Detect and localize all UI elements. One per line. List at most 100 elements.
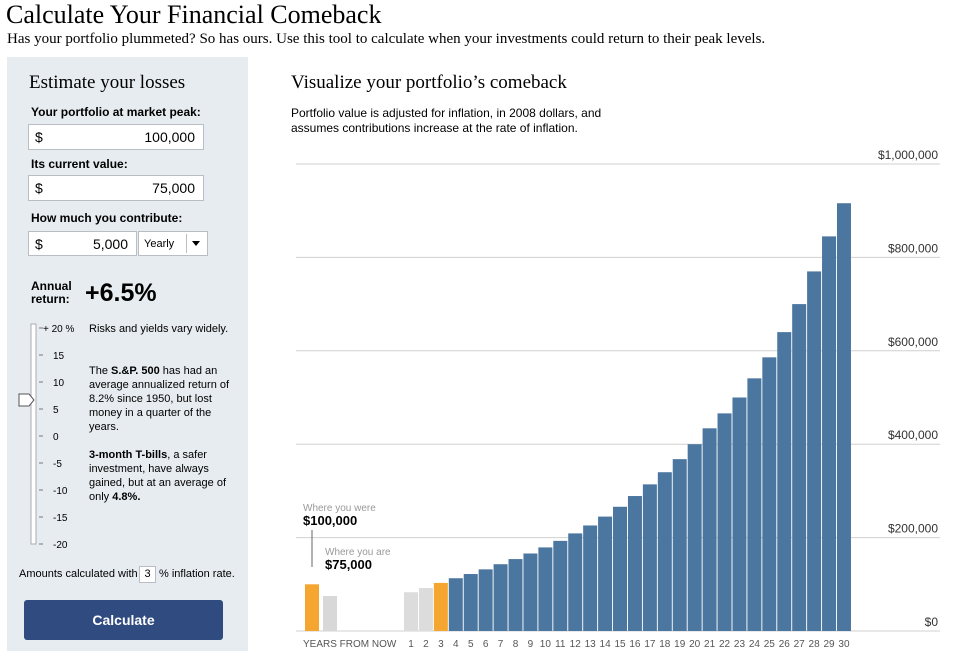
x-tick-label: 28 xyxy=(809,639,821,650)
prefix: $ xyxy=(35,180,43,196)
text-input[interactable]: $75,000 xyxy=(28,175,204,201)
bar xyxy=(747,378,762,631)
inflation-text: % inflation rate. xyxy=(159,568,235,580)
x-tick-label: 24 xyxy=(749,639,761,650)
x-tick-label: 13 xyxy=(585,639,597,650)
return-label: Annual return: xyxy=(31,279,72,306)
prefix: $ xyxy=(35,236,43,252)
x-tick-label: 16 xyxy=(629,639,641,650)
field-label: Its current value: xyxy=(31,157,128,171)
x-tick-label: 19 xyxy=(674,639,686,650)
slider-thumb[interactable] xyxy=(18,393,35,407)
inflation-input[interactable]: 3 xyxy=(139,566,156,583)
x-axis-label: YEARS FROM NOW xyxy=(303,639,397,650)
slider-tick-label: 5 xyxy=(53,405,59,416)
slider-tick-label: -20 xyxy=(53,540,68,550)
note-text: has had an average annualized return of … xyxy=(89,365,230,433)
slider-tick-label: 0 xyxy=(53,432,59,443)
bar xyxy=(478,569,493,631)
x-tick-label: 6 xyxy=(483,639,489,650)
annotation: Where you are xyxy=(325,547,391,558)
x-tick-label: 15 xyxy=(614,639,626,650)
x-tick-label: 25 xyxy=(764,639,776,650)
slider-tick-label: -10 xyxy=(53,486,68,497)
bar xyxy=(836,203,851,631)
x-tick-label: 1 xyxy=(408,639,414,650)
slider-tick-label: 10 xyxy=(53,378,65,389)
x-tick-label: 8 xyxy=(513,639,519,650)
page-title: Calculate Your Financial Comeback xyxy=(6,0,382,29)
x-tick-label: 10 xyxy=(540,639,552,650)
chart-subtitle: Portfolio value is adjusted for inflatio… xyxy=(291,106,602,135)
calculate-button[interactable]: Calculate xyxy=(24,600,223,640)
y-tick-label: $200,000 xyxy=(888,522,938,536)
field-label: How much you contribute: xyxy=(31,211,183,225)
bar xyxy=(418,588,433,631)
bar xyxy=(323,595,337,631)
chart-title: Visualize your portfolio’s comeback xyxy=(291,72,567,93)
bar xyxy=(305,584,319,631)
select-value: Yearly xyxy=(144,238,175,250)
bar xyxy=(792,304,807,631)
note: 3-month T-bills, a safer investment, hav… xyxy=(89,448,231,504)
x-tick-label: 30 xyxy=(838,639,850,650)
x-tick-label: 5 xyxy=(468,639,474,650)
bar xyxy=(762,357,777,631)
x-tick-label: 4 xyxy=(453,639,459,650)
bar xyxy=(687,444,702,631)
note-text: , a safer investment, have always gained… xyxy=(89,449,226,503)
dropdown-arrow xyxy=(192,241,200,246)
input-value: 75,000 xyxy=(152,180,195,196)
note-text: Risks and yields vary widely. xyxy=(89,323,229,335)
note-text: The xyxy=(89,365,112,377)
return-value: +6.5% xyxy=(85,279,157,307)
x-tick-label: 12 xyxy=(570,639,582,650)
bar xyxy=(598,516,613,631)
page-subtitle: Has your portfolio plummeted? So has our… xyxy=(7,31,766,47)
slider-tick-label: 15 xyxy=(53,351,65,362)
bar xyxy=(433,582,448,631)
note-text: 3-month T-bills xyxy=(89,449,168,461)
bar xyxy=(807,271,822,631)
text-input[interactable]: $5,000 xyxy=(28,231,137,256)
bar xyxy=(627,496,642,631)
bar xyxy=(568,533,583,631)
x-tick-label: 21 xyxy=(704,639,716,650)
slider-tick-label: + 20 % xyxy=(43,324,75,335)
bar xyxy=(523,553,538,631)
bar xyxy=(672,459,687,631)
note-text: 4.8%. xyxy=(112,491,141,503)
x-tick-label: 27 xyxy=(794,639,806,650)
input-panel xyxy=(7,57,248,651)
x-tick-label: 14 xyxy=(600,639,612,650)
y-tick-label: $0 xyxy=(925,615,939,629)
x-tick-label: 11 xyxy=(555,639,566,650)
bar xyxy=(463,574,478,631)
y-tick-label: $400,000 xyxy=(888,428,938,442)
bar xyxy=(508,559,523,631)
slider[interactable]: + 20 % 15 10 5 0 -5 -10 -15 -20 xyxy=(15,318,85,550)
x-tick-label: 22 xyxy=(719,639,731,650)
x-tick-label: 17 xyxy=(644,639,656,650)
value-label: $100,000 xyxy=(303,513,357,528)
x-tick-label: 29 xyxy=(823,639,835,650)
x-tick-label: 2 xyxy=(423,639,429,650)
field-label: Your portfolio at market peak: xyxy=(31,105,201,119)
x-tick-label: 23 xyxy=(734,639,746,650)
bar xyxy=(822,236,837,631)
bar xyxy=(404,592,418,631)
bar xyxy=(538,547,553,631)
input-value: 100,000 xyxy=(144,129,195,145)
bar xyxy=(553,540,568,631)
select[interactable]: Yearly xyxy=(138,231,208,256)
x-tick-label: 20 xyxy=(689,639,701,650)
y-tick-label: $1,000,000 xyxy=(878,148,938,162)
text-input[interactable]: $100,000 xyxy=(28,124,204,150)
slider-tick-label: -5 xyxy=(53,459,62,470)
bar xyxy=(642,484,657,631)
annotation: Where you were xyxy=(303,503,376,514)
slider-tick-label: -15 xyxy=(53,513,68,524)
x-tick-label: 3 xyxy=(438,639,444,650)
bar xyxy=(583,525,598,631)
